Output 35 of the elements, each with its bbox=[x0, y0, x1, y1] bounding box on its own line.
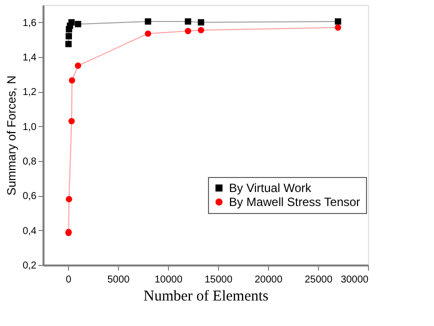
y-tick-label: 0,6 bbox=[22, 191, 37, 202]
point bbox=[68, 19, 75, 26]
point bbox=[66, 33, 72, 40]
point bbox=[68, 77, 76, 84]
point bbox=[68, 118, 75, 124]
x-tick-label: 5000 bbox=[107, 274, 130, 286]
y-tick-label: 0,8 bbox=[22, 156, 37, 168]
point bbox=[144, 30, 152, 37]
point bbox=[184, 28, 192, 34]
point bbox=[198, 26, 204, 34]
x-tick-label: 25000 bbox=[304, 274, 333, 286]
point bbox=[184, 18, 192, 25]
point bbox=[66, 196, 72, 202]
x-tick-label: 10000 bbox=[154, 274, 183, 286]
y-tick-label: 0,2 bbox=[22, 260, 37, 272]
y-tick-label: 1,6 bbox=[22, 18, 37, 29]
point bbox=[334, 18, 342, 25]
x-tick-label: 30000 bbox=[340, 274, 369, 286]
legend-label: By Mawell Stress Tensor bbox=[229, 195, 360, 209]
point bbox=[74, 20, 82, 28]
y-tick-label: 1,4 bbox=[22, 52, 37, 64]
y-tick-label: 1,0 bbox=[22, 122, 37, 133]
x-tick-label: 20000 bbox=[254, 274, 283, 286]
x-tick-label: 0 bbox=[66, 274, 72, 286]
point bbox=[74, 62, 82, 69]
x-tick-label: 15000 bbox=[204, 274, 233, 286]
legend-label: By Virtual Work bbox=[229, 181, 312, 195]
point bbox=[65, 40, 72, 48]
y-tick-label: 1,2 bbox=[22, 87, 37, 98]
y-axis-title: Summary of Forces, N bbox=[4, 75, 19, 196]
x-axis-title: Number of Elements bbox=[144, 288, 269, 304]
point bbox=[144, 18, 152, 25]
y-tick-label: 0,4 bbox=[22, 226, 37, 237]
point bbox=[198, 19, 204, 26]
point bbox=[334, 24, 342, 31]
